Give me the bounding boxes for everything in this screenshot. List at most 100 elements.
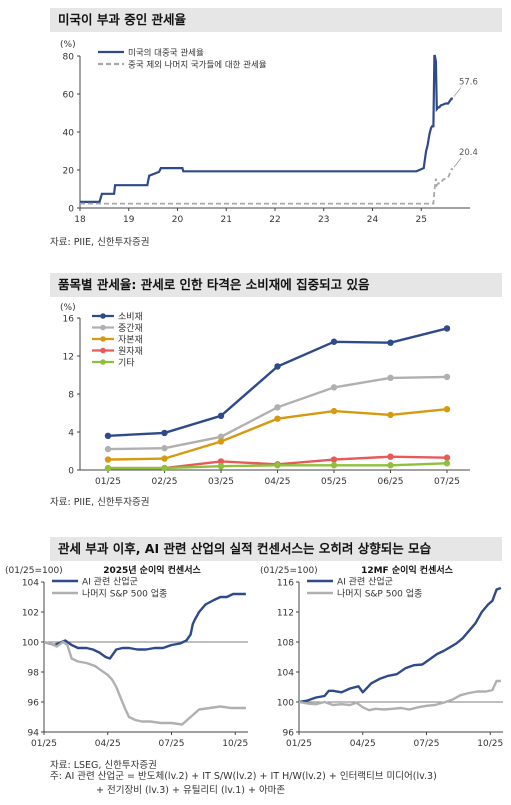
end-value-label-2: 20.4 bbox=[459, 148, 478, 158]
legend-marker-4 bbox=[100, 347, 106, 354]
data-point bbox=[443, 373, 451, 381]
data-point bbox=[330, 338, 338, 345]
y-unit-label: (01/25=100) bbox=[5, 566, 63, 576]
data-point bbox=[104, 464, 112, 472]
data-point bbox=[443, 325, 451, 332]
legend-label-5: 기타 bbox=[118, 358, 135, 369]
y-unit-label: (01/25=100) bbox=[260, 566, 318, 576]
footnote-line-2: + 전기장비 (lv.3) + 유틸리티 (lv.1) + 아마존 bbox=[96, 785, 286, 796]
series-line-1 bbox=[80, 54, 453, 203]
y-tick-label: 108 bbox=[277, 639, 294, 649]
x-tick-label: 22 bbox=[269, 215, 280, 225]
x-tick-label: 20 bbox=[172, 215, 184, 225]
section-title-ai-consensus: 관세 부과 이후, AI 관련 산업의 실적 컨센서스는 오히려 상향되는 모습 bbox=[50, 537, 502, 561]
x-tick-label: 19 bbox=[123, 215, 135, 225]
chart-tariff-rate: (%) 0 20 40 60 80 18 19 20 21 22 23 24 25 미국의 대중국 관세율 5… bbox=[60, 40, 478, 225]
x-tick-label: 04/25 bbox=[95, 739, 121, 749]
legend-label-1: 미국의 대중국 관세율 bbox=[128, 48, 204, 59]
y-tick-label: 40 bbox=[63, 129, 75, 139]
data-point bbox=[161, 429, 168, 437]
data-point bbox=[443, 454, 451, 461]
section-title-tariff-rate: 미국이 부과 중인 관세율 bbox=[50, 8, 502, 32]
source-note-2: 자료: PIIE, 신한투자증권 bbox=[50, 497, 150, 508]
series-line-2 bbox=[107, 375, 448, 451]
data-point bbox=[104, 456, 112, 463]
series-line-2 bbox=[43, 640, 246, 726]
data-point bbox=[274, 462, 281, 469]
y-tick-label: 0 bbox=[68, 205, 74, 215]
y-tick-label: 60 bbox=[63, 91, 75, 101]
legend-marker-2 bbox=[100, 324, 106, 331]
data-point bbox=[104, 445, 112, 453]
chart-tariff-by-product: (%) 0 4 8 12 16 01/25 02/25 03/25 04/25 05/25 06/25… bbox=[60, 303, 470, 487]
y-tick-label: 96 bbox=[28, 699, 40, 709]
y-tick-label: 100 bbox=[277, 699, 294, 709]
series-line-1 bbox=[43, 592, 246, 660]
chart-title: 2025년 순이익 컨센서스 bbox=[103, 564, 201, 576]
data-point bbox=[330, 384, 338, 391]
y-unit-label: (%) bbox=[60, 40, 76, 50]
y-tick-label: 112 bbox=[277, 609, 294, 619]
chart-12mf-earnings-consensus: (01/25=100) 12MF 순이익 컨센서스 96 100 104 108 112 11… bbox=[260, 564, 503, 749]
y-tick-label: 12 bbox=[63, 353, 74, 363]
series-line-2 bbox=[80, 168, 453, 205]
data-point bbox=[217, 433, 225, 440]
data-point bbox=[330, 456, 338, 463]
y-tick-label: 104 bbox=[277, 669, 294, 679]
data-point bbox=[387, 453, 394, 460]
data-point bbox=[387, 411, 394, 419]
legend-label-1: 소비재 bbox=[118, 312, 143, 323]
footnote-line-1: 주: AI 관련 산업군 = 반도체(lv.2) + IT S/W(lv.2) … bbox=[50, 771, 437, 782]
legend-label-3: 자본재 bbox=[118, 335, 143, 346]
x-tick-label: 24 bbox=[367, 215, 379, 225]
legend-label-4: 원자재 bbox=[118, 346, 143, 357]
data-point bbox=[387, 462, 394, 469]
data-point bbox=[387, 339, 394, 346]
y-tick-label: 100 bbox=[22, 639, 39, 649]
section-title-by-product: 품목별 관세율: 관세로 인한 타격은 소비재에 집중되고 있음 bbox=[50, 273, 502, 297]
x-tick-label: 04/25 bbox=[265, 477, 291, 487]
x-tick-label: 07/25 bbox=[414, 739, 440, 749]
x-tick-label: 04/25 bbox=[350, 739, 376, 749]
x-tick-label: 18 bbox=[74, 215, 86, 225]
y-tick-label: 116 bbox=[277, 579, 294, 589]
x-tick-label: 21 bbox=[221, 215, 232, 225]
y-tick-label: 4 bbox=[68, 429, 74, 439]
legend-marker-1 bbox=[100, 313, 106, 319]
series-line-1 bbox=[298, 586, 502, 704]
legend-marker-3 bbox=[100, 336, 106, 342]
legend-label-1: AI 관련 산업군 bbox=[337, 577, 393, 588]
legend-label-2: 중간재 bbox=[118, 323, 143, 334]
data-point bbox=[274, 404, 281, 411]
end-value-label-1: 57.6 bbox=[459, 78, 478, 88]
x-tick-label: 01/25 bbox=[95, 477, 121, 487]
data-point bbox=[161, 464, 168, 472]
x-tick-label: 25 bbox=[416, 215, 427, 225]
data-point bbox=[274, 363, 281, 370]
data-point bbox=[274, 415, 281, 422]
y-unit-label: (%) bbox=[60, 303, 76, 313]
data-point bbox=[104, 432, 112, 439]
x-tick-label: 06/25 bbox=[378, 477, 404, 487]
data-point bbox=[330, 462, 338, 469]
legend-label-2: 나머지 S&P 500 업종 bbox=[337, 589, 422, 600]
x-tick-label: 10/25 bbox=[477, 739, 503, 749]
y-tick-label: 0 bbox=[68, 467, 74, 477]
data-point bbox=[443, 460, 451, 467]
y-tick-label: 94 bbox=[28, 729, 40, 739]
data-point bbox=[217, 412, 225, 420]
data-point bbox=[161, 444, 168, 452]
data-point bbox=[217, 458, 225, 465]
x-tick-label: 10/25 bbox=[222, 739, 248, 749]
data-point bbox=[217, 463, 225, 470]
y-tick-label: 98 bbox=[28, 669, 40, 679]
data-point bbox=[443, 406, 451, 413]
x-tick-label: 01/25 bbox=[286, 739, 312, 749]
legend-label-1: AI 관련 산업군 bbox=[82, 577, 138, 588]
data-point bbox=[330, 407, 338, 415]
data-point bbox=[387, 374, 394, 382]
end-label-leader-2 bbox=[453, 157, 462, 168]
y-tick-label: 16 bbox=[63, 315, 75, 325]
chart-2025-earnings-consensus: (01/25=100) 2025년 순이익 컨센서스 94 96 98 100 102 104… bbox=[5, 564, 248, 749]
series-line-2 bbox=[298, 679, 501, 712]
